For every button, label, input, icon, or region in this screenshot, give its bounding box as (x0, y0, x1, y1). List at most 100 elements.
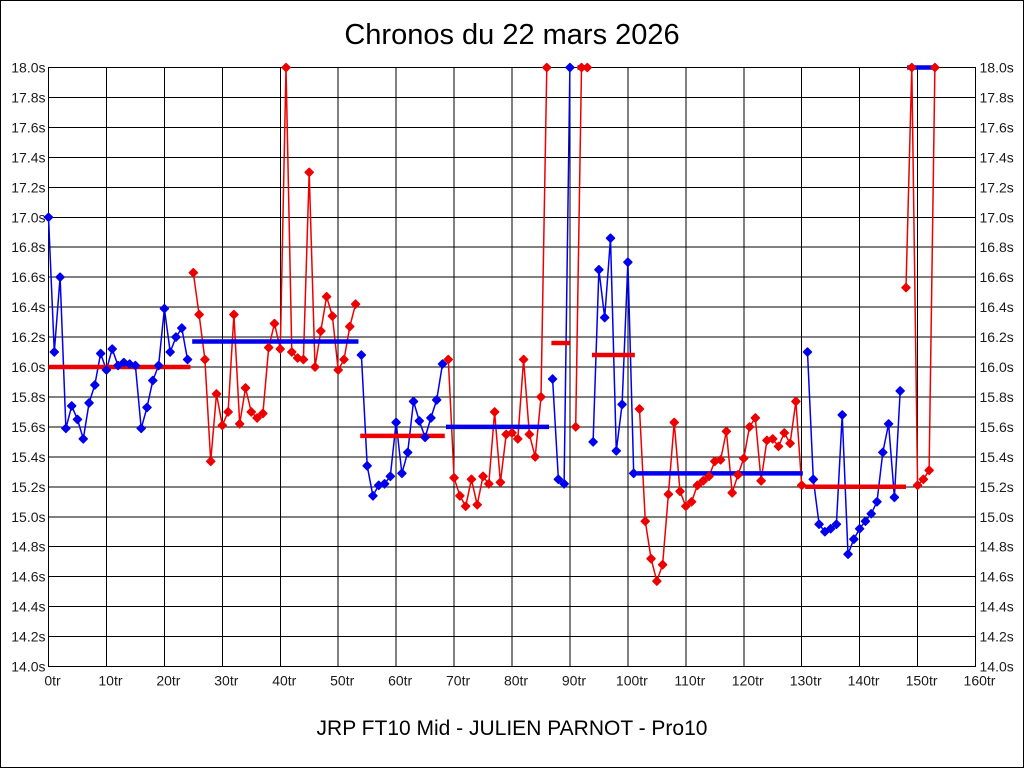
lap-point (912, 480, 923, 491)
lap-point (773, 441, 784, 452)
lap-point (553, 474, 564, 485)
lap-point (431, 395, 442, 405)
y-tick-label-right: 16.8s (980, 239, 1014, 255)
y-tick-label-right: 14.6s (980, 569, 1014, 585)
y-tick-label-left: 15.0s (11, 509, 45, 525)
lap-point (420, 432, 430, 443)
lap-point (84, 398, 94, 408)
y-tick-label-right: 14.0s (980, 659, 1014, 675)
lap-point (252, 413, 262, 423)
lap-point (55, 272, 65, 282)
x-tick-label: 70tr (446, 673, 470, 689)
lap-point (362, 461, 372, 471)
lap-point (368, 491, 378, 501)
y-tick-label-left: 14.4s (11, 599, 45, 615)
lap-point (287, 347, 297, 357)
lap-point (194, 309, 204, 320)
lap-point (101, 365, 112, 375)
lap-point (136, 423, 146, 434)
y-tick-label-right: 14.4s (980, 599, 1014, 615)
lap-point (814, 519, 824, 529)
lap-point (507, 428, 517, 438)
lap-point (849, 534, 859, 544)
x-tick-label: 140tr (848, 673, 880, 689)
lap-point (350, 299, 361, 309)
x-tick-label: 20tr (156, 673, 180, 689)
lap-point (779, 428, 790, 438)
lap-point (124, 359, 135, 369)
lap-point (240, 383, 251, 393)
stint-5-line (551, 67, 571, 485)
lap-point (721, 426, 732, 437)
lap-point (263, 342, 274, 353)
lap-point (298, 354, 309, 365)
lap-point (663, 489, 674, 500)
lap-point-markers (43, 62, 940, 586)
x-tick-label: 160tr (964, 673, 996, 689)
y-tick-label-right: 16.4s (980, 299, 1014, 315)
y-tick-label-left: 15.4s (11, 449, 45, 465)
lap-point (200, 354, 210, 365)
y-tick-label-right: 17.0s (980, 209, 1014, 225)
lap-point (269, 318, 280, 329)
lap-point (72, 414, 83, 425)
lap-point (594, 264, 604, 275)
lap-point (95, 348, 106, 359)
lap-point (495, 477, 506, 488)
lap-point (866, 509, 876, 519)
lap-point (229, 309, 239, 320)
lap-point (825, 523, 836, 534)
lap-point (66, 401, 77, 411)
y-tick-label-right: 17.6s (980, 119, 1014, 135)
lap-point (675, 486, 685, 497)
y-tick-label-right: 16.2s (980, 329, 1014, 345)
y-tick-label-left: 14.2s (11, 629, 45, 645)
lap-point (542, 62, 552, 73)
lap-point (165, 347, 175, 357)
lap-point (889, 492, 900, 503)
lap-point (211, 389, 222, 399)
y-axis-labels-right: 18.0s 17.8s 17.6s 17.4s 17.2s 17.0s 16.8s 16.6s… (980, 60, 1014, 675)
lap-point (130, 360, 141, 371)
lap-point (599, 312, 610, 323)
lap-point (878, 447, 888, 458)
y-tick-label-left: 18.0s (11, 60, 45, 76)
lap-point (570, 422, 581, 432)
lap-point (808, 474, 819, 485)
y-tick-label-right: 15.6s (980, 419, 1014, 435)
lap-point (391, 417, 401, 428)
lap-point (634, 404, 645, 414)
y-tick-label-left: 14.8s (11, 539, 45, 555)
lap-point (918, 474, 929, 485)
lap-point (513, 434, 523, 444)
lap-point (536, 392, 546, 402)
chart-title: Chronos du 22 mars 2026 (344, 19, 680, 51)
lap-point (397, 468, 407, 479)
x-tick-label: 80tr (504, 673, 528, 689)
lap-point (692, 480, 703, 491)
lap-point (605, 233, 616, 243)
lap-point (843, 549, 853, 559)
lap-point (455, 491, 465, 501)
lap-point (895, 386, 905, 396)
x-tick-label: 60tr (388, 673, 412, 689)
stint-average-lines (48, 65, 937, 490)
lap-point (49, 347, 60, 357)
lap-point (739, 453, 749, 464)
lap-point (217, 420, 228, 431)
y-tick-label-right: 18.0s (980, 60, 1014, 76)
lap-point (385, 471, 396, 482)
lap-point (205, 456, 216, 467)
y-tick-label-right: 17.4s (980, 149, 1014, 165)
y-tick-label-right: 15.2s (980, 479, 1014, 495)
lap-point (484, 479, 494, 489)
lap-point (646, 553, 656, 564)
stint-7-line (592, 237, 635, 474)
lap-point (379, 479, 390, 489)
lap-point (142, 402, 152, 413)
x-tick-label: 110tr (674, 673, 705, 689)
lap-point (443, 354, 454, 365)
lap-point (408, 396, 419, 407)
y-tick-label-left: 15.8s (11, 389, 45, 405)
